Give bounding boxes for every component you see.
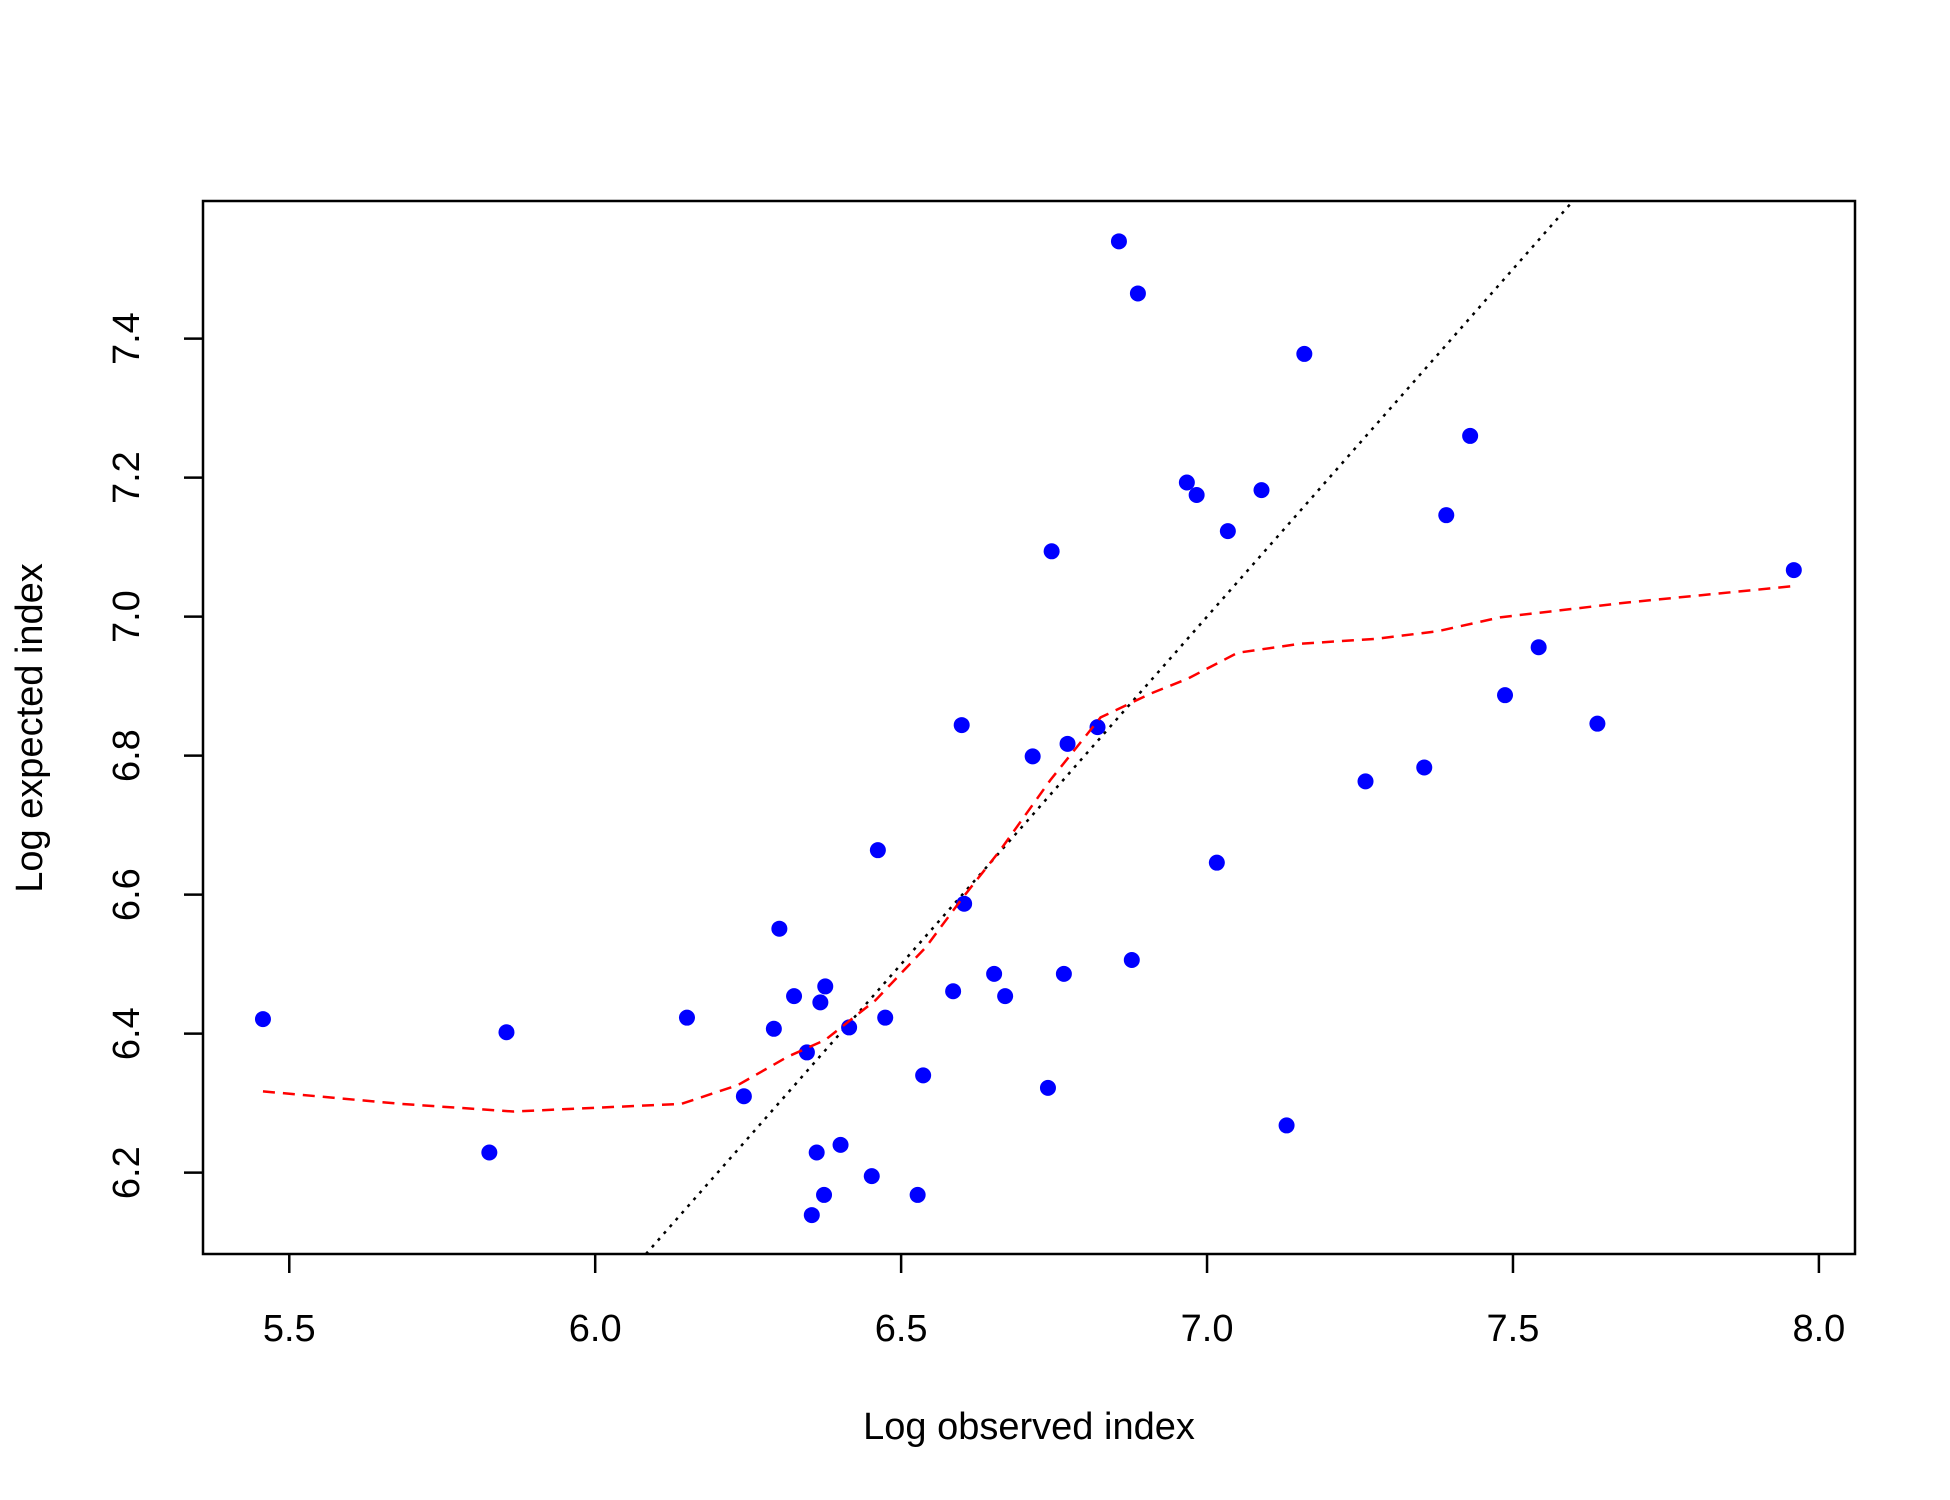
point [765,1020,782,1037]
point [786,988,803,1005]
point [1043,543,1060,560]
point [1253,482,1270,499]
point [915,1067,932,1084]
point [1208,854,1225,871]
point [1188,487,1205,504]
point [1039,1079,1056,1096]
point [817,978,834,995]
point [877,1009,894,1026]
point [1530,639,1547,656]
smooth-line [262,584,1794,1113]
point [863,1168,880,1185]
point [1024,748,1041,765]
point [1296,345,1313,362]
point [832,1136,849,1153]
point [1278,1117,1295,1134]
point [1089,719,1106,736]
point [808,1144,825,1161]
x-axis-label: Log observed index [863,1406,1195,1448]
x-tick-label: 6.5 [875,1308,928,1350]
point [1462,427,1479,444]
x-tick-label: 8.0 [1792,1308,1845,1350]
point [812,994,829,1011]
point [1059,735,1076,752]
y-tick-label: 6.2 [106,1146,148,1199]
y-tick-label: 7.4 [106,312,148,365]
point [803,1207,820,1224]
y-tick-label: 6.8 [106,729,148,782]
x-tick-label: 5.5 [263,1308,316,1350]
point [771,920,788,937]
point [798,1044,815,1061]
point [956,895,973,912]
point [1497,687,1514,704]
point [1219,523,1236,540]
x-tick-label: 7.0 [1181,1308,1234,1350]
point [1785,562,1802,579]
point [735,1088,752,1105]
point [986,965,1003,982]
point [953,717,970,734]
point [1123,951,1140,968]
point [1438,507,1455,524]
y-axis-label: Log expected index [9,563,51,893]
point [1055,965,1072,982]
point [481,1144,498,1161]
point [909,1186,926,1203]
point [869,842,886,859]
point [678,1009,695,1026]
plot-frame [201,199,1857,1256]
y-tick-label: 6.4 [106,1007,148,1060]
y-tick-label: 7.0 [106,590,148,643]
point [254,1011,271,1028]
point [1110,233,1127,250]
y-tick-label: 6.6 [106,868,148,921]
point [997,988,1014,1005]
point [1129,285,1146,302]
y-tick-label: 7.2 [106,451,148,504]
x-tick-label: 7.5 [1487,1308,1540,1350]
point [945,983,962,1000]
point [816,1186,833,1203]
point [1589,715,1606,732]
point [1416,759,1433,776]
point [1357,773,1374,790]
point [498,1024,515,1041]
x-tick-label: 6.0 [569,1308,622,1350]
point [1178,474,1195,491]
